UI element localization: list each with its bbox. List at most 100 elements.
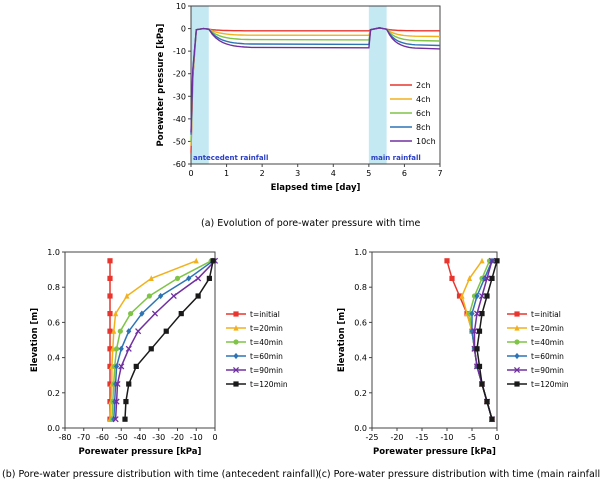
chart-b-legend-label-t=20min: t=20min <box>250 324 283 333</box>
chart-c-legend-label-t=initial: t=initial <box>531 310 561 319</box>
chart-b-xtick-label: -30 <box>152 433 165 442</box>
chart-b-legend-marker-t=90min <box>232 366 240 374</box>
chart-b-point-t=90min <box>125 345 132 352</box>
chart-c-ytick-label: 0.8 <box>354 283 367 292</box>
chart-b-point-t=120min <box>126 381 132 387</box>
chart-b-point-t=120min <box>210 258 216 264</box>
chart-c-legend-marker-t=40min <box>514 339 520 345</box>
chart-c-point-t=120min <box>476 328 483 334</box>
chart-c-legend-label-t=60min: t=60min <box>531 352 564 361</box>
chart-c-point-t=120min <box>476 363 483 369</box>
chart-c-point-t=initial <box>456 293 463 299</box>
chart-c-plot-area <box>371 251 498 429</box>
caption-c: (c) Pore-water pressure distribution wit… <box>318 469 600 480</box>
chart-a-y-axis-label: Porewater pressure [kPa] <box>156 23 166 146</box>
chart-c-ytick-label: 0.6 <box>354 318 367 327</box>
chart-a-xtick-label: 5 <box>366 169 371 178</box>
chart-b-point-t=initial <box>107 363 113 369</box>
chart-c-point-t=20min <box>479 257 485 264</box>
chart-c-point-t=120min <box>494 258 500 264</box>
chart-c-ytick-label: 0.0 <box>354 424 367 433</box>
chart-b-plot-area <box>64 251 216 429</box>
chart-b-point-t=60min <box>111 416 117 423</box>
chart-a-ytick-label: -30 <box>173 92 186 101</box>
chart-a-ytick-label: -10 <box>173 47 186 56</box>
chart-b-legend-marker-t=20min <box>233 324 239 331</box>
legend-label-6ch: 6ch <box>416 109 431 118</box>
chart-b-point-t=120min <box>148 346 154 352</box>
chart-b-legend-marker-t=40min <box>233 339 239 345</box>
chart-c-legend-label-t=90min: t=90min <box>531 366 564 375</box>
chart-c-series-line-t=20min <box>461 260 493 420</box>
series-line-2ch <box>190 27 440 153</box>
chart-b-legend-label-t=40min: t=40min <box>250 338 283 347</box>
chart-c-point-t=initial <box>449 275 455 281</box>
chart-b-point-t=initial <box>107 258 113 264</box>
chart-c-point-t=90min <box>478 292 486 300</box>
rainfall-label-0: antecedent rainfall <box>193 154 268 162</box>
chart-c-point-t=90min <box>488 257 496 264</box>
chart-b-point-t=20min <box>124 292 130 299</box>
chart-b-point-t=120min <box>133 363 139 369</box>
chart-c-point-t=120min <box>484 399 490 405</box>
chart-c-xtick-label: -10 <box>440 433 453 442</box>
chart-c-point-t=90min <box>483 275 491 282</box>
series-line-6ch <box>190 27 441 142</box>
chart-c-xtick-label: -15 <box>415 433 428 442</box>
chart-a-xtick-label: 3 <box>295 169 300 178</box>
series-line-8ch <box>190 27 441 135</box>
chart-c-point-t=120min <box>474 346 480 352</box>
chart-b-point-t=90min <box>135 328 142 335</box>
chart-b-point-t=90min <box>113 398 120 405</box>
chart-b-point-t=120min <box>178 311 184 317</box>
chart-c-legend-label-t=40min: t=40min <box>531 338 564 347</box>
chart-b-point-t=60min <box>158 292 164 300</box>
chart-b-ytick-label: 0.8 <box>47 283 60 292</box>
chart-a-ytick-label: -40 <box>173 115 186 124</box>
chart-b-point-t=20min <box>193 257 199 264</box>
chart-a-xtick-label: 6 <box>402 169 407 178</box>
chart-b-series-line-t=60min <box>113 260 214 420</box>
chart-c-point-t=initial <box>444 258 450 264</box>
chart-b-legend-label-t=90min: t=90min <box>250 366 283 375</box>
chart-c-xtick-label: -5 <box>468 433 476 442</box>
chart-b-point-t=60min <box>112 398 118 405</box>
chart-b-point-t=90min <box>151 310 159 317</box>
chart-a-ytick-label: -50 <box>173 137 186 146</box>
chart-c-x-axis-label: Porewater pressure [kPa] <box>373 447 496 457</box>
chart-b-point-t=60min <box>126 328 132 335</box>
chart-a-xtick-label: 0 <box>188 169 193 178</box>
chart-b-legend-marker-t=initial <box>233 311 239 317</box>
chart-b-point-t=90min <box>112 416 119 423</box>
chart-b-legend-label-t=60min: t=60min <box>250 352 283 361</box>
chart-c-xtick-label: 0 <box>494 433 499 442</box>
chart-a-ytick-label: -60 <box>173 160 186 169</box>
chart-b-point-t=60min <box>186 275 192 282</box>
chart-c-legend-label-t=120min: t=120min <box>531 380 569 389</box>
chart-b-ytick-label: 0.2 <box>47 389 60 398</box>
chart-b-point-t=20min <box>113 310 119 317</box>
chart-b-point-t=120min <box>195 293 201 299</box>
legend-label-4ch: 4ch <box>416 95 431 104</box>
chart-b-series-line-t=20min <box>109 260 197 420</box>
chart-a-x-axis-label: Elapsed time [day] <box>271 183 361 193</box>
chart-b-ytick-label: 1.0 <box>47 248 60 257</box>
chart-c-xtick-label: -25 <box>365 433 378 442</box>
chart-b-point-t=initial <box>107 293 113 299</box>
chart-c-point-t=90min <box>471 328 478 335</box>
chart-b-xtick-label: -50 <box>115 433 128 442</box>
chart-c-ytick-label: 0.2 <box>354 389 367 398</box>
chart-b-point-t=40min <box>113 346 120 352</box>
chart-b-xtick-label: 0 <box>212 433 217 442</box>
chart-c-point-t=120min <box>489 275 495 281</box>
chart-c-point-t=60min <box>469 310 475 317</box>
chart-a-ytick-label: 0 <box>181 25 186 34</box>
chart-b-point-t=90min <box>114 380 121 388</box>
chart-a-xtick-label: 7 <box>437 169 442 178</box>
legend-label-2ch: 2ch <box>416 81 431 90</box>
chart-c-xtick-label: -20 <box>390 433 403 442</box>
chart-b-series-line-t=90min <box>114 260 216 420</box>
chart-b-ytick-label: 0.6 <box>47 318 60 327</box>
chart-b-point-t=120min <box>163 328 169 334</box>
